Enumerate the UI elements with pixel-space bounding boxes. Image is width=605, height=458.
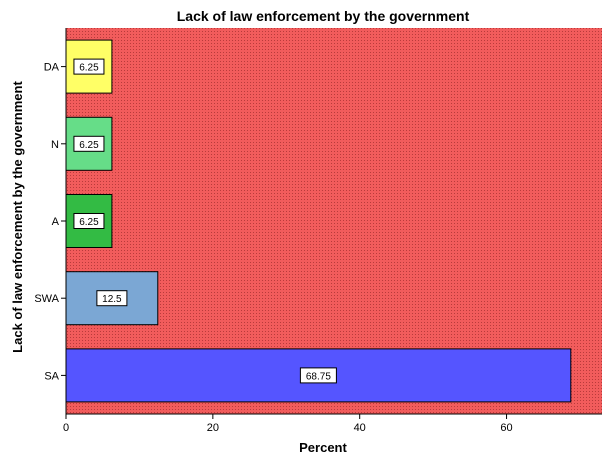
data-label-da: 6.25: [79, 63, 99, 74]
x-tick-label-40: 40: [354, 422, 366, 434]
y-axis-title: Lack of law enforcement by the governmen…: [10, 81, 25, 353]
y-tick-label-n: N: [51, 139, 59, 151]
bars-group: 6.25 6.25 6.25 12.5 68.75: [65, 39, 572, 403]
data-label-box-a: [73, 213, 105, 229]
data-label-a: 6.25: [79, 217, 99, 228]
y-tick-label-a: A: [52, 216, 60, 228]
y-tick-label-sa: SA: [44, 370, 59, 382]
x-tick-label-0: 0: [63, 422, 69, 434]
x-tick-label-20: 20: [207, 422, 219, 434]
chart-title: Lack of law enforcement by the governmen…: [177, 8, 470, 24]
y-tick-label-da: DA: [44, 62, 60, 74]
y-tick-label-swa: SWA: [34, 293, 59, 305]
data-label-swa: 12.5: [102, 294, 122, 305]
y-axis: DA N A SWA SA: [34, 28, 67, 414]
x-tick-label-60: 60: [500, 422, 512, 434]
x-axis-title: Percent: [299, 440, 347, 455]
data-label-n: 6.25: [79, 140, 99, 151]
x-axis: 0 20 40 60: [63, 413, 602, 434]
data-label-sa: 68.75: [306, 371, 331, 382]
data-label-box-da: [73, 58, 105, 75]
data-label-box-swa: [96, 290, 128, 307]
data-label-box-sa: [299, 367, 337, 384]
data-label-box-n: [73, 135, 105, 152]
